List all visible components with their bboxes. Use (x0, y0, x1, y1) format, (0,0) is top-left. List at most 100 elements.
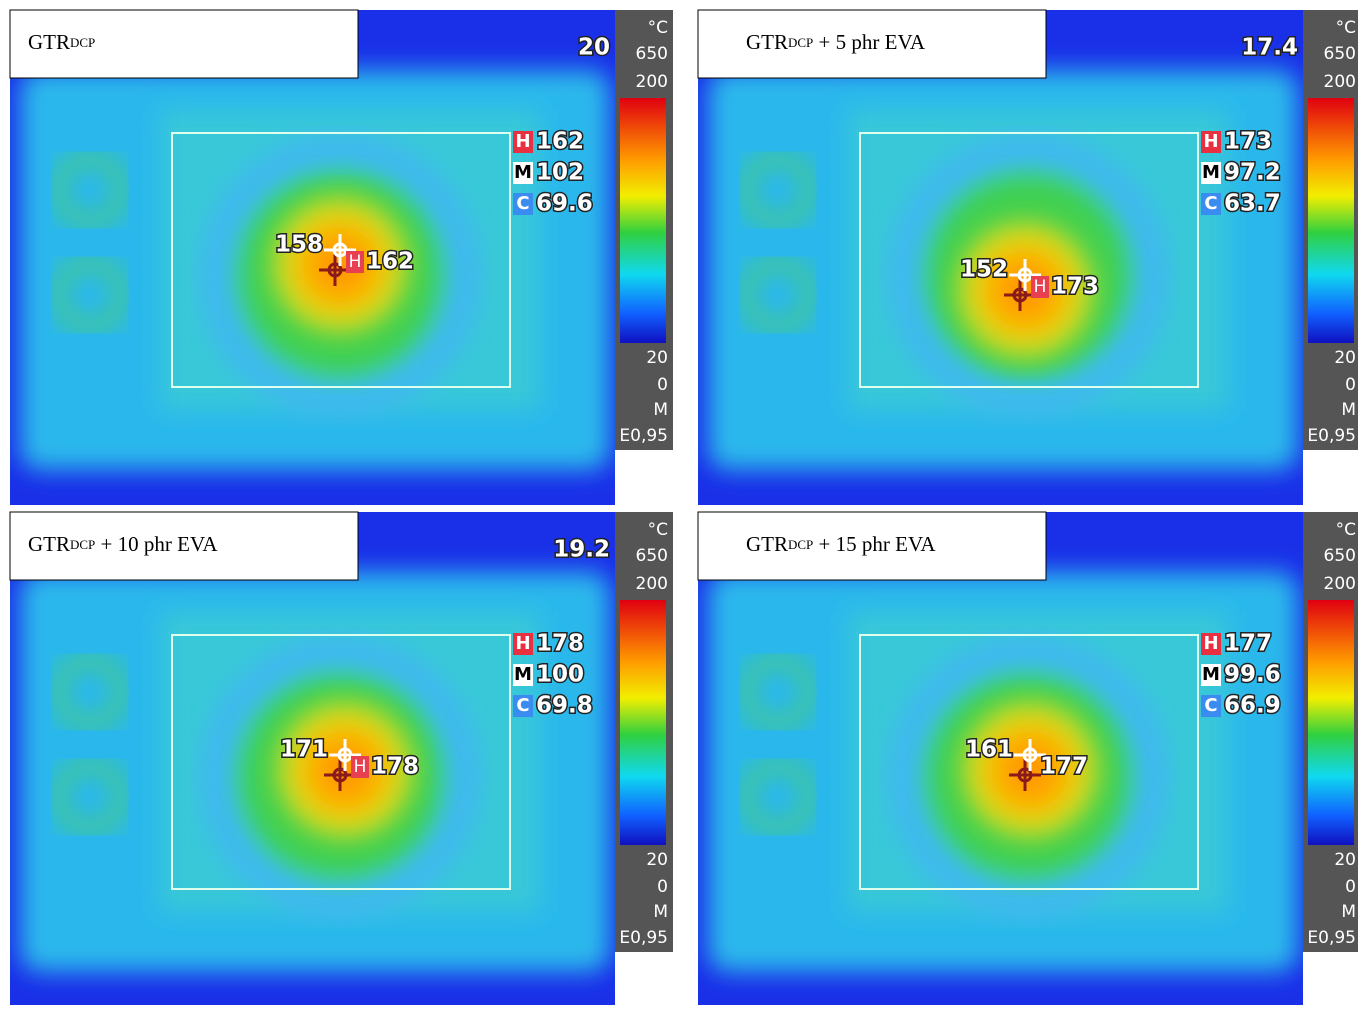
spot-marker (1009, 259, 1041, 291)
ring (888, 135, 1168, 415)
label-prefix: GTR (746, 532, 788, 556)
color-bar (1308, 600, 1354, 845)
scale-zero: 0 (1345, 375, 1356, 395)
thermal-panel: GTRDCP + 10 phr EVA 19.2°C650200200ME0,95… (9, 511, 673, 1007)
corner-value: 20 (578, 35, 610, 61)
label-prefix: GTR (746, 30, 788, 54)
cross-ring (332, 767, 348, 783)
cross-ring (337, 747, 353, 763)
scale-bottom: 20 (1334, 348, 1356, 368)
ring (200, 135, 480, 415)
spot-marker (1009, 759, 1041, 791)
readout-value: 173 (1224, 129, 1272, 155)
readout-value: 102 (536, 160, 584, 186)
thermal-image (10, 512, 615, 1007)
panel-label: GTRDCP + 15 phr EVA (746, 532, 936, 556)
thermal-panel: GTRDCP + 5 phr EVA 17.4°C650200200ME0,95H… (697, 9, 1358, 505)
ring (888, 637, 1168, 917)
panel-label: GTRDCP (28, 30, 95, 54)
readout-value: 69.8 (536, 693, 593, 719)
side-ring (741, 258, 815, 332)
label-box (697, 511, 1047, 581)
scale-bottom: 20 (646, 348, 668, 368)
readout-badge (513, 664, 533, 686)
readout-tag: H (1203, 633, 1218, 654)
readout-tag: M (1202, 664, 1220, 685)
label-suffix: + 15 phr EVA (813, 532, 936, 556)
spot-value: 177 (1040, 754, 1088, 780)
readout-badge (513, 131, 533, 153)
cross-ring (1012, 287, 1028, 303)
spot-tag-bg (1031, 276, 1049, 298)
measure-box (859, 132, 1199, 388)
scale-emissivity: E0,95 (1307, 928, 1356, 948)
readout-value: 69.6 (536, 191, 593, 217)
scale-unit: °C (1336, 520, 1356, 540)
label-box (697, 9, 1047, 79)
readout-value: 162 (536, 129, 584, 155)
scale-max_range: 650 (636, 546, 668, 566)
readout-value: 177 (1224, 631, 1272, 657)
readout-value: 178 (536, 631, 584, 657)
readout-badge (513, 695, 533, 717)
readout-badge (1201, 193, 1221, 215)
spot-marker (329, 739, 361, 771)
ring (200, 637, 480, 917)
scale-emissivity: E0,95 (619, 928, 668, 948)
scale-max_range: 650 (1324, 44, 1356, 64)
scale-zero: 0 (657, 877, 668, 897)
readout-tag: C (516, 695, 529, 716)
scale-unit: °C (648, 520, 668, 540)
measure-box (171, 132, 511, 388)
scale-top: 200 (636, 574, 668, 594)
side-ring (741, 655, 815, 729)
side-ring (53, 153, 127, 227)
readout-value: 97.2 (1224, 160, 1281, 186)
readout-tag: M (514, 162, 532, 183)
side-ring (53, 760, 127, 834)
spot-tag: H (349, 252, 362, 272)
thermal-image (698, 10, 1303, 505)
color-bar (620, 98, 666, 343)
scale-emissivity: E0,95 (619, 426, 668, 446)
scale-unit: °C (1336, 18, 1356, 38)
side-ring (53, 655, 127, 729)
side-ring (741, 760, 815, 834)
scale-top: 200 (1324, 574, 1356, 594)
label-box (9, 9, 359, 79)
spot-tag-bg (346, 251, 364, 273)
measure-box (859, 634, 1199, 890)
readout-value: 100 (536, 662, 584, 688)
scale-top: 200 (1324, 72, 1356, 92)
side-ring (53, 258, 127, 332)
spot-marker (319, 254, 351, 286)
spot-value: 173 (1051, 274, 1099, 300)
readout-tag: M (1202, 162, 1220, 183)
color-bar (620, 600, 666, 845)
readout-tag: M (514, 664, 532, 685)
scale-max_range: 650 (636, 44, 668, 64)
readout-value: 99.6 (1224, 662, 1281, 688)
thermal-image (698, 512, 1303, 1007)
label-suffix: + 10 phr EVA (95, 532, 218, 556)
scale-mode: M (1341, 400, 1356, 420)
scale-max_range: 650 (1324, 546, 1356, 566)
spot-value: 178 (371, 754, 419, 780)
color-bar (1308, 98, 1354, 343)
readout-badge (513, 162, 533, 184)
scale-bottom: 20 (646, 850, 668, 870)
scale-bottom: 20 (1334, 850, 1356, 870)
spot-marker (324, 759, 356, 791)
side-ring (741, 153, 815, 227)
cross-ring (1017, 767, 1033, 783)
corner-value: 17.4 (1241, 35, 1298, 61)
spot-tag: H (354, 757, 367, 777)
readout-tag: C (1204, 695, 1217, 716)
scale-mode: M (1341, 902, 1356, 922)
readout-tag: C (516, 193, 529, 214)
spot-marker (324, 234, 356, 266)
spot-tag: H (1034, 277, 1047, 297)
thermal-image (10, 10, 615, 505)
scale-zero: 0 (1345, 877, 1356, 897)
